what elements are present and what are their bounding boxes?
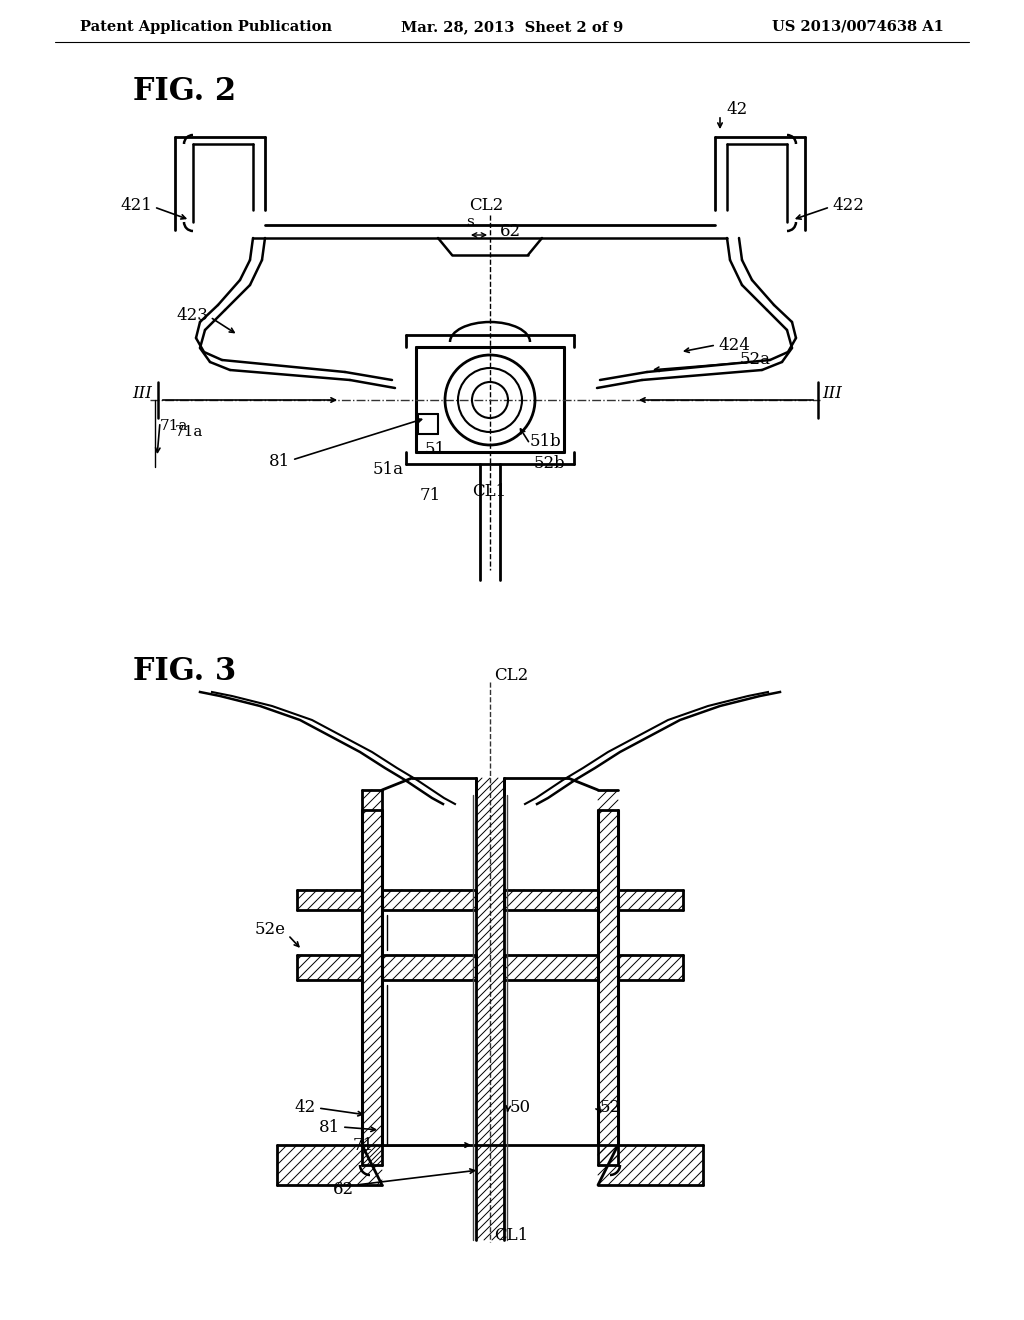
Text: 422: 422 <box>831 197 864 214</box>
Text: Mar. 28, 2013  Sheet 2 of 9: Mar. 28, 2013 Sheet 2 of 9 <box>400 20 624 34</box>
Text: FIG. 3: FIG. 3 <box>133 656 237 688</box>
Text: 51a: 51a <box>373 462 403 479</box>
Text: 71a: 71a <box>175 425 204 440</box>
Text: 42: 42 <box>295 1100 316 1117</box>
Text: CL2: CL2 <box>469 197 503 214</box>
Text: 51b: 51b <box>530 433 562 450</box>
Text: US 2013/0074638 A1: US 2013/0074638 A1 <box>772 20 944 34</box>
Text: 51: 51 <box>424 441 445 458</box>
Text: FIG. 2: FIG. 2 <box>133 77 237 107</box>
Text: CL2: CL2 <box>494 667 528 684</box>
Text: 81: 81 <box>268 454 290 470</box>
Text: 71: 71 <box>352 1138 374 1155</box>
Text: 421: 421 <box>120 197 152 214</box>
Text: III: III <box>822 385 842 403</box>
Text: 81: 81 <box>318 1118 340 1135</box>
Text: 71: 71 <box>420 487 440 503</box>
Text: 62: 62 <box>500 223 521 240</box>
Text: Patent Application Publication: Patent Application Publication <box>80 20 332 34</box>
Text: 42: 42 <box>726 102 748 119</box>
Text: 52b: 52b <box>534 455 565 473</box>
Text: 423: 423 <box>176 306 208 323</box>
Text: 52a: 52a <box>740 351 771 368</box>
Text: 50: 50 <box>510 1100 531 1117</box>
Text: CL1: CL1 <box>494 1228 528 1245</box>
Text: 71a: 71a <box>160 418 188 433</box>
Text: s: s <box>466 215 474 228</box>
Text: 62: 62 <box>333 1181 354 1199</box>
Text: 424: 424 <box>718 337 750 354</box>
Text: III: III <box>132 385 152 403</box>
Text: 52: 52 <box>600 1100 622 1117</box>
Text: CL1: CL1 <box>472 483 506 500</box>
Text: 52e: 52e <box>255 921 286 939</box>
